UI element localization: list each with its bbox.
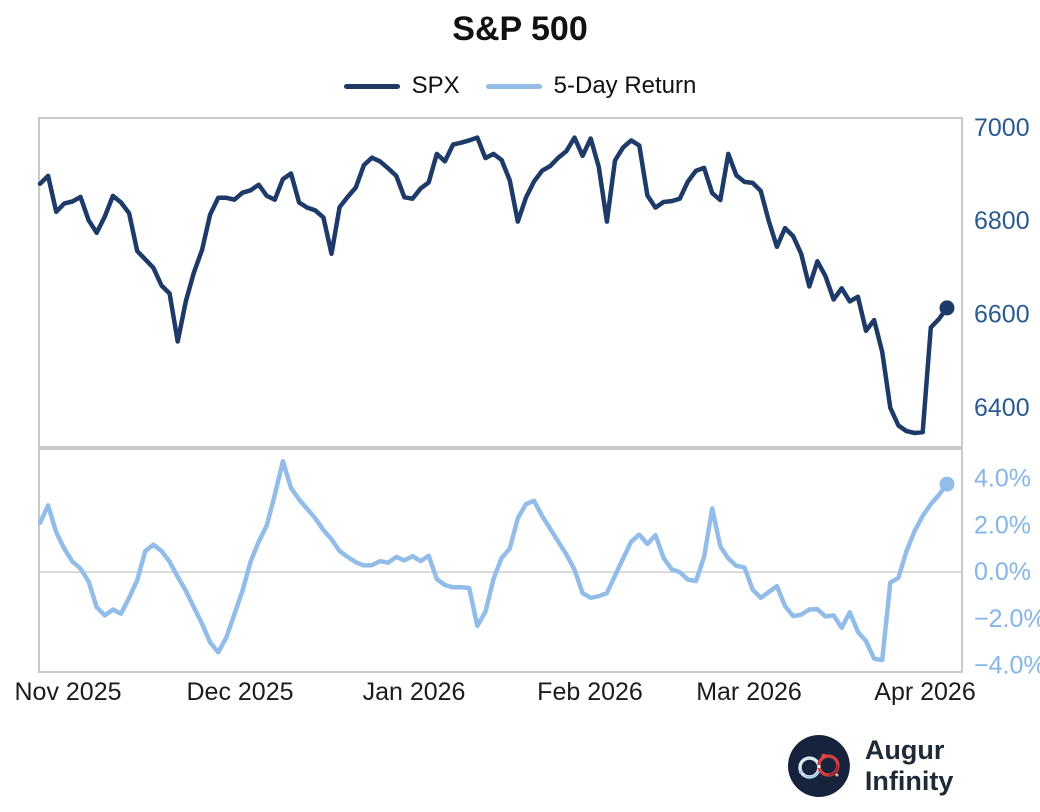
spx-line-swatch-icon bbox=[343, 83, 400, 89]
x-tick-label: Mar 2026 bbox=[696, 678, 802, 706]
legend-label-5day-return: 5-Day Return bbox=[553, 72, 697, 99]
x-tick-label: Nov 2025 bbox=[14, 678, 122, 706]
x-tick-label: Apr 2026 bbox=[874, 678, 976, 706]
brand-name: Augur Infinity bbox=[864, 735, 954, 796]
legend-label-spx: SPX bbox=[411, 72, 460, 99]
return-last-point-marker bbox=[939, 476, 955, 492]
brand-footer: Augur Infinity bbox=[787, 734, 1040, 798]
return_pct-ytick-label: −4.0% bbox=[974, 652, 1040, 680]
return_pct-ytick-label: 2.0% bbox=[974, 511, 1031, 539]
price-panel bbox=[38, 117, 963, 448]
return-line-swatch-icon bbox=[485, 83, 542, 89]
price-ytick-label: 6800 bbox=[974, 207, 1030, 235]
return_pct-ytick-label: 0.0% bbox=[974, 558, 1031, 586]
x-tick-label: Jan 2026 bbox=[362, 678, 466, 706]
return_pct-panel bbox=[38, 448, 963, 673]
x-axis-labels: Nov 2025 Dec 2025 Jan 2026 Feb 2026 Mar 2026… bbox=[0, 678, 1040, 708]
spx-price-line bbox=[37, 135, 950, 436]
return_pct-ytick-label: −2.0% bbox=[974, 605, 1040, 633]
x-tick-label: Dec 2025 bbox=[186, 678, 294, 706]
price-ytick-label: 6400 bbox=[974, 394, 1030, 422]
spx-last-point-marker bbox=[939, 300, 955, 316]
return_pct-ytick-label: 4.0% bbox=[974, 464, 1031, 492]
augur-infinity-logo-icon bbox=[787, 735, 850, 797]
x-tick-label: Feb 2026 bbox=[537, 678, 643, 706]
price-ytick-label: 7000 bbox=[974, 114, 1030, 142]
price-ytick-label: 6600 bbox=[974, 300, 1030, 328]
legend-item-5day-return[interactable]: 5-Day Return bbox=[485, 72, 697, 100]
legend-item-spx[interactable]: SPX bbox=[343, 72, 460, 100]
five-day-return-line bbox=[37, 458, 950, 663]
chart-title: S&P 500 bbox=[452, 10, 588, 48]
chart-legend: SPX 5-Day Return bbox=[0, 72, 1040, 100]
